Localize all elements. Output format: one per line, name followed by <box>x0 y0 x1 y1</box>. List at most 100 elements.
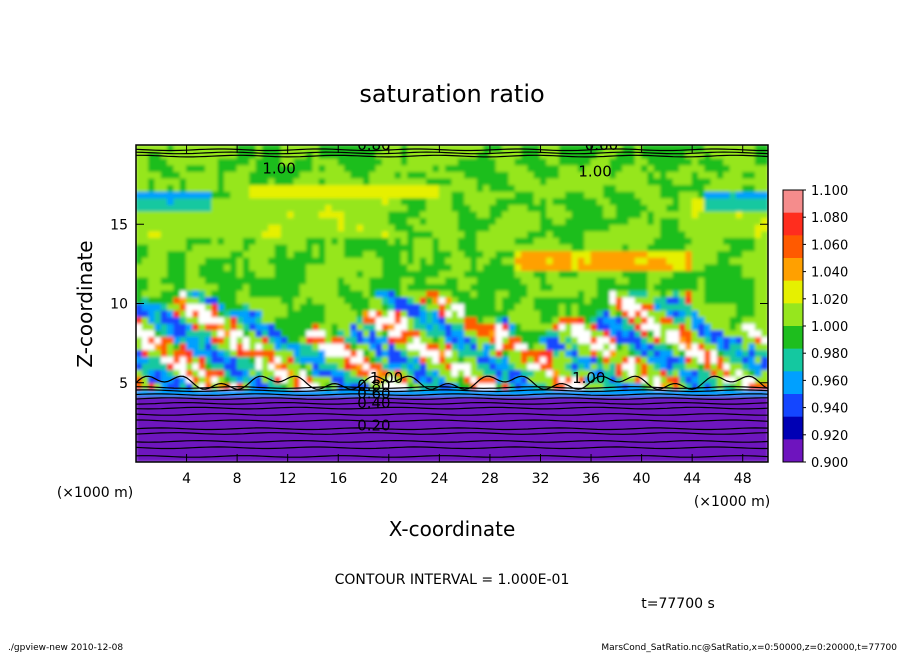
heat-cell <box>527 263 535 271</box>
heat-cell <box>558 369 567 377</box>
heat-cell <box>356 362 365 371</box>
colorbar-swatch <box>783 439 803 463</box>
heat-cell <box>280 276 289 285</box>
heat-cell <box>615 223 624 232</box>
heat-cell <box>723 145 731 153</box>
heat-cell <box>691 382 699 390</box>
heat-cell <box>217 382 225 390</box>
heat-cell <box>154 296 162 304</box>
heat-cell <box>710 236 718 245</box>
heat-cell <box>211 388 219 397</box>
heat-cell <box>249 415 257 423</box>
heat-cell <box>293 309 301 318</box>
heat-cell <box>710 342 718 351</box>
heat-cell <box>476 164 485 172</box>
footer-right: MarsCond_SatRatio.nc@SatRatio,x=0:50000,… <box>601 643 897 653</box>
heat-cell <box>584 435 592 443</box>
heat-cell <box>653 435 662 443</box>
heat-cell <box>691 289 699 298</box>
heat-cell <box>381 296 390 304</box>
heat-cell <box>141 177 150 186</box>
heat-cell <box>742 415 750 423</box>
heat-cell <box>679 217 687 225</box>
heat-cell <box>350 355 358 364</box>
heat-cell <box>287 309 295 318</box>
heat-cell <box>230 263 238 271</box>
heat-cell <box>666 388 674 397</box>
heat-cell <box>641 395 649 404</box>
heat-cell <box>274 329 282 338</box>
heat-cell <box>388 349 396 357</box>
heat-cell <box>236 382 244 390</box>
heat-cell <box>584 296 592 304</box>
heat-cell <box>571 203 579 212</box>
heat-cell <box>748 369 756 377</box>
heat-cell <box>230 157 238 166</box>
heat-cell <box>609 276 617 285</box>
heat-cell <box>211 210 219 219</box>
heat-cell <box>666 283 674 291</box>
heat-cell <box>691 388 699 397</box>
heat-cell <box>280 184 289 192</box>
heat-cell <box>186 263 194 271</box>
heat-cell <box>179 408 188 417</box>
heat-cell <box>710 309 718 318</box>
heat-cell <box>660 263 668 271</box>
heat-cell <box>476 369 485 377</box>
heat-cell <box>584 355 592 364</box>
heat-cell <box>205 263 213 271</box>
heat-cell <box>445 289 453 298</box>
heat-cell <box>223 184 232 192</box>
heat-cell <box>230 197 238 205</box>
heat-cell <box>653 256 662 265</box>
heat-cell <box>609 303 617 311</box>
heat-cell <box>312 309 320 318</box>
heat-cell <box>299 203 308 212</box>
heat-cell <box>242 210 251 219</box>
heat-cell <box>476 408 485 417</box>
heat-cell <box>603 243 611 252</box>
heat-cell <box>457 415 466 423</box>
heat-cell <box>742 263 750 271</box>
heat-cell <box>622 408 630 417</box>
heat-cell <box>293 203 301 212</box>
heat-cell <box>729 408 737 417</box>
heat-cell <box>470 369 478 377</box>
heat-cell <box>337 263 346 271</box>
heat-cell <box>495 296 504 304</box>
heat-cell <box>186 151 194 159</box>
heat-cell <box>407 369 415 377</box>
heat-cell <box>451 177 459 186</box>
heat-cell <box>438 190 447 199</box>
heat-cell <box>211 303 219 311</box>
heat-cell <box>173 157 181 166</box>
heat-cell <box>647 269 655 278</box>
heat-cell <box>679 336 687 344</box>
heat-cell <box>154 190 162 199</box>
heat-cell <box>761 408 768 417</box>
heat-cell <box>483 342 491 351</box>
heat-cell <box>255 395 263 404</box>
heat-cell <box>363 223 371 232</box>
heat-cell <box>451 349 459 357</box>
heat-cell <box>205 276 213 285</box>
heat-cell <box>268 217 276 225</box>
heat-cell <box>211 309 219 318</box>
heat-cell <box>634 415 643 423</box>
heat-cell <box>735 421 744 430</box>
heat-cell <box>400 184 409 192</box>
heat-cell <box>363 349 371 357</box>
heat-cell <box>476 329 485 338</box>
heat-cell <box>451 157 459 166</box>
heat-cell <box>539 203 548 212</box>
heat-cell <box>539 276 548 285</box>
heat-cell <box>609 369 617 377</box>
heat-cell <box>388 157 396 166</box>
heat-cell <box>451 151 459 159</box>
heat-cell <box>672 256 681 265</box>
heat-cell <box>685 217 693 225</box>
heat-cell <box>293 276 301 285</box>
heat-cell <box>179 197 188 205</box>
heat-cell <box>280 421 289 430</box>
heat-cell <box>470 230 478 238</box>
